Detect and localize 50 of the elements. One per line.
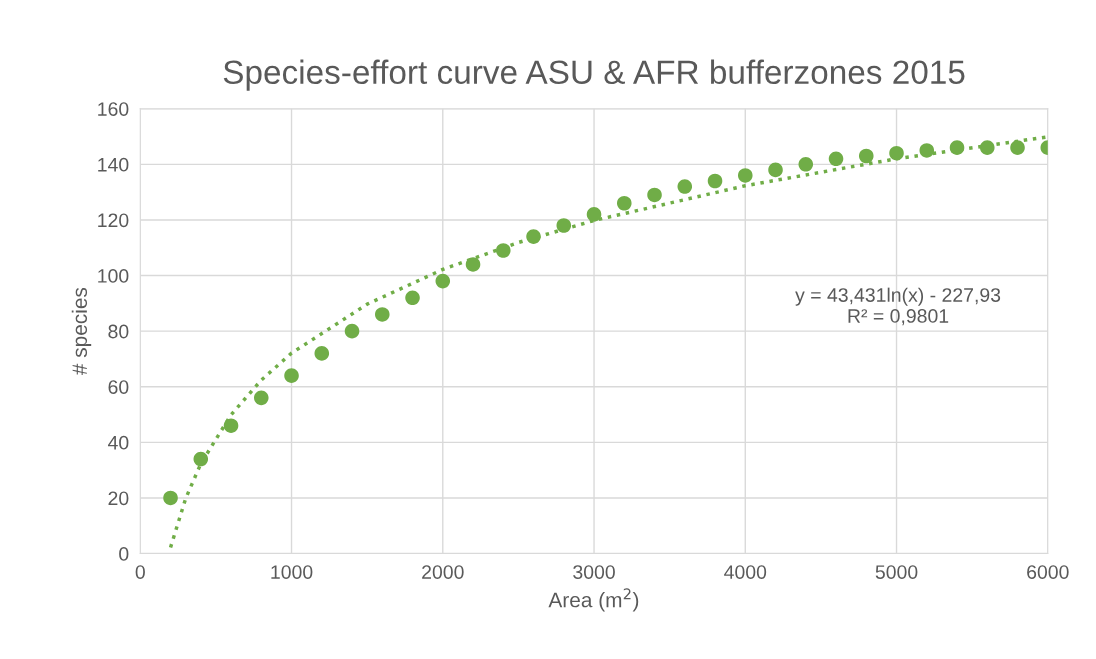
x-tick-label: 2000 [422, 565, 464, 579]
point [284, 368, 299, 383]
point [647, 187, 662, 203]
point [677, 179, 693, 194]
point [949, 140, 965, 155]
point [163, 490, 178, 506]
annotation: y = 43,431ln(x) - 227,93 R² = 0,9801 [795, 287, 1001, 326]
point [526, 229, 541, 244]
x-tick-label: 1000 [271, 565, 313, 579]
point [768, 162, 783, 178]
x-tick-label: 0 [135, 565, 145, 579]
y-tick-label: 120 [98, 213, 129, 228]
chart-title: Species-effort curve ASU & AFR bufferzones 2015 [223, 59, 965, 91]
x-tick-label: 5000 [875, 565, 918, 579]
y-tick-label: 60 [108, 380, 129, 394]
point [465, 257, 481, 272]
point [496, 243, 511, 258]
y-tick-label: 40 [108, 435, 129, 450]
point [556, 218, 572, 233]
line-series [168, 135, 1048, 550]
y-tick-label: 0 [119, 547, 129, 561]
y-tick-label: 20 [108, 491, 129, 506]
y-tick-label: 100 [98, 269, 129, 283]
point [1010, 140, 1025, 155]
point [889, 145, 904, 161]
point [707, 173, 723, 189]
point [314, 346, 330, 361]
point [919, 143, 935, 158]
point [254, 390, 269, 406]
point [979, 140, 995, 155]
y-tick-label: 140 [98, 157, 129, 172]
point [858, 148, 874, 164]
point [405, 290, 420, 306]
point [193, 451, 209, 467]
point [375, 307, 390, 322]
x-axis-title: Area (m$^{2}$) [548, 588, 639, 612]
y-tick-label: 160 [98, 102, 129, 116]
point [586, 207, 602, 222]
x-tick-label: 6000 [1027, 565, 1069, 579]
point [344, 323, 360, 339]
y-axis-title: # species [71, 287, 92, 376]
point [828, 151, 844, 167]
y-tick-label: 80 [108, 324, 129, 339]
x-tick-label: 3000 [573, 565, 615, 579]
point [617, 195, 632, 211]
point [738, 168, 753, 183]
point [223, 418, 239, 433]
point [798, 157, 814, 172]
point [435, 273, 451, 289]
x-tick-label: 4000 [724, 565, 767, 579]
